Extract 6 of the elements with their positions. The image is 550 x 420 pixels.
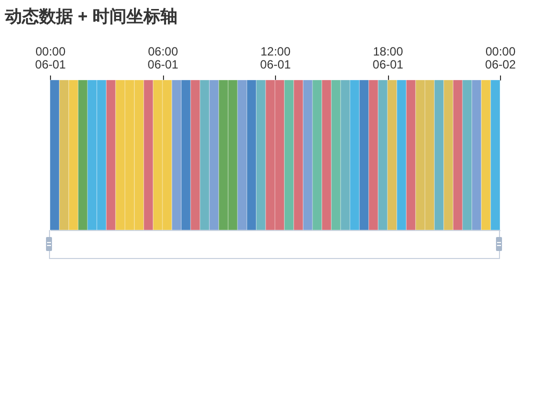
chart-title: 动态数据 + 时间坐标轴	[4, 7, 178, 26]
x-tick-label: 00:00 06-01	[35, 44, 66, 72]
x-tick-label: 12:00 06-01	[260, 44, 292, 72]
x-tick-label: 18:00 06-01	[372, 44, 404, 72]
x-tick-label: 06:00 06-01	[148, 44, 179, 72]
x-tick-label: 00:00 06-02	[485, 44, 516, 72]
